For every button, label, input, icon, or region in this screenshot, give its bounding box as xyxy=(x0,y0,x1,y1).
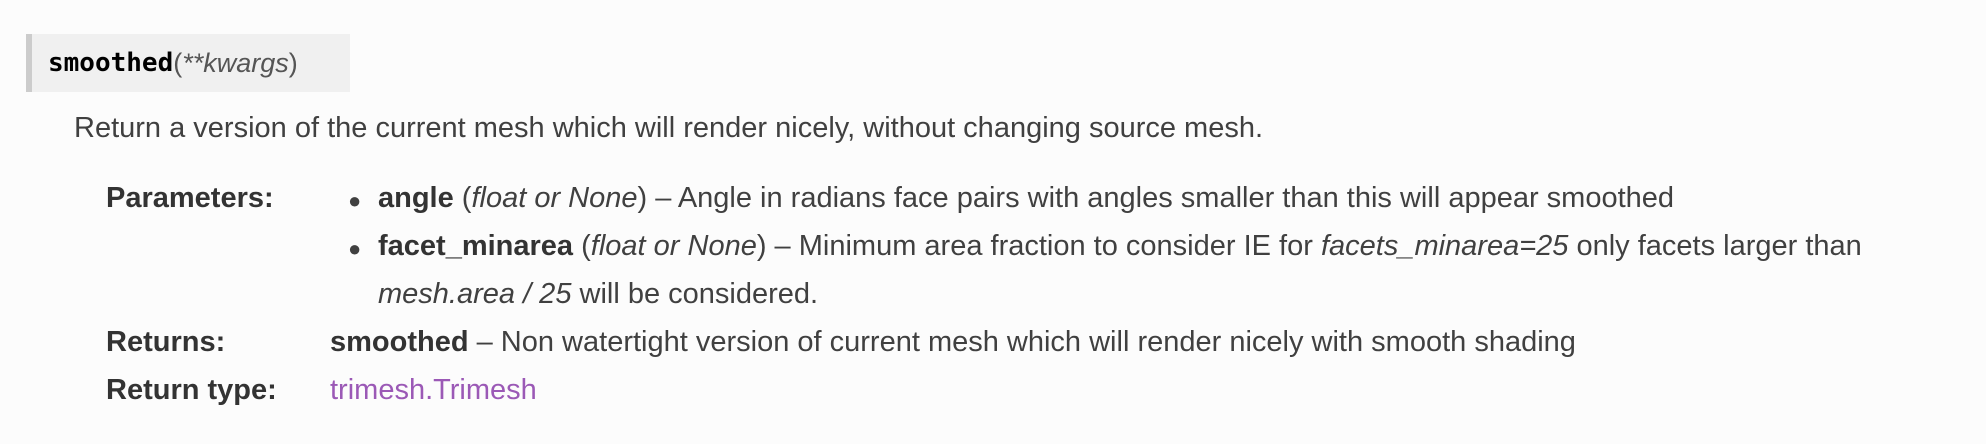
param-description: – Minimum area fraction to consider IE f… xyxy=(766,230,1321,262)
signature-close-paren: ) xyxy=(288,47,298,78)
returns-name: smoothed xyxy=(330,326,469,358)
param-type-open: ( xyxy=(453,182,472,214)
param-name: facet_minarea xyxy=(378,230,574,262)
method-description: Return a version of the current mesh whi… xyxy=(74,112,1264,144)
param-type-close: ) xyxy=(637,182,648,214)
method-signature: smoothed(**kwargs) xyxy=(26,34,350,92)
param-code-ref: facets_minarea=25 xyxy=(1320,230,1569,262)
returns-value: smoothed – Non watertight version of cur… xyxy=(330,326,1576,359)
returns-label: Returns: xyxy=(106,326,226,358)
param-code-ref: mesh.area / 25 xyxy=(378,278,572,310)
param-description-end: will be considered. xyxy=(571,278,819,310)
method-name: smoothed xyxy=(48,48,174,78)
param-facet-minarea: facet_minarea (float or None) – Minimum … xyxy=(378,230,1862,263)
param-angle: angle (float or None) – Angle in radians… xyxy=(378,182,1674,215)
return-type-link[interactable]: trimesh.Trimesh xyxy=(330,374,537,406)
param-type: float or None xyxy=(471,182,638,214)
signature-param: **kwargs xyxy=(182,47,289,78)
param-name: angle xyxy=(378,182,454,214)
param-description-cont: only facets larger than xyxy=(1568,230,1862,262)
param-type: float or None xyxy=(590,230,757,262)
signature-open-paren: ( xyxy=(173,47,183,78)
bullet-icon: ● xyxy=(348,236,362,261)
param-type-open: ( xyxy=(573,230,591,262)
param-description: – Angle in radians face pairs with angle… xyxy=(647,182,1675,214)
returns-description: – Non watertight version of current mesh… xyxy=(468,326,1576,358)
parameters-label: Parameters: xyxy=(106,182,274,214)
return-type-label: Return type: xyxy=(106,374,277,406)
bullet-icon: ● xyxy=(348,188,362,213)
param-type-close: ) xyxy=(756,230,767,262)
param-facet-minarea-cont: mesh.area / 25 will be considered. xyxy=(378,278,818,311)
